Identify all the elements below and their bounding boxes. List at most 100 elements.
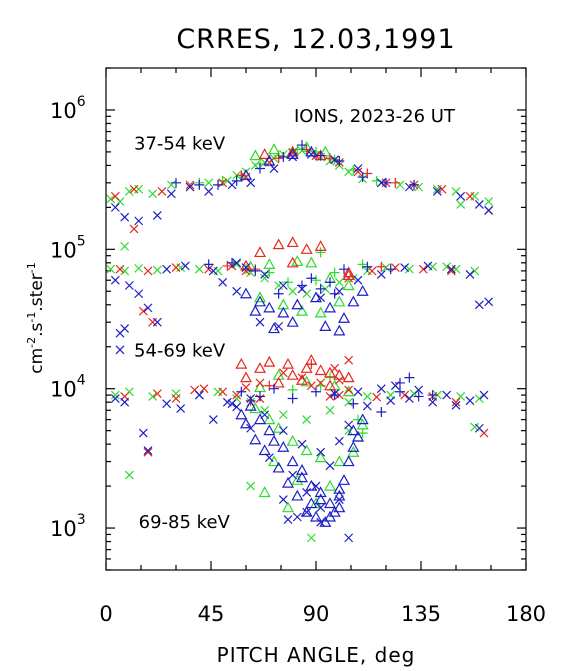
green-cross-marker bbox=[110, 390, 120, 400]
blue-cross-marker bbox=[316, 447, 326, 457]
red-triangle-marker bbox=[272, 238, 285, 250]
blue-triangle-marker bbox=[249, 433, 262, 445]
green-cross-marker bbox=[334, 277, 344, 287]
red-cross-marker bbox=[110, 191, 120, 201]
green-triangle-marker bbox=[333, 295, 346, 307]
green-cross-marker bbox=[325, 405, 335, 415]
green-cross-marker bbox=[474, 394, 484, 403]
blue-plus-marker bbox=[236, 386, 247, 397]
blue-cross-marker bbox=[474, 300, 484, 310]
y-tick-label: 106 bbox=[50, 94, 86, 123]
green-triangle-marker bbox=[281, 501, 295, 513]
blue-triangle-marker bbox=[347, 441, 360, 452]
blue-triangle-marker bbox=[286, 315, 299, 327]
green-triangle-marker bbox=[305, 256, 318, 268]
blue-cross-marker bbox=[120, 212, 130, 222]
green-cross-marker bbox=[456, 199, 466, 209]
y-label-mid: .s bbox=[27, 322, 47, 336]
blue-cross-marker bbox=[311, 481, 321, 491]
green-cross-marker bbox=[260, 273, 270, 283]
blue-triangle-marker bbox=[314, 486, 327, 498]
blue-cross-marker bbox=[344, 533, 354, 543]
red-triangle-marker bbox=[305, 353, 318, 365]
y-tick-base: 10 bbox=[50, 238, 77, 262]
blue-triangle-marker bbox=[342, 455, 355, 467]
red-cross-marker bbox=[465, 191, 475, 201]
red-cross-marker bbox=[316, 378, 326, 388]
green-triangle-marker bbox=[300, 375, 313, 387]
y-tick-exponent: 5 bbox=[77, 233, 86, 249]
blue-cross-marker bbox=[386, 396, 396, 406]
blue-cross-marker bbox=[451, 400, 461, 410]
blue-plus-marker bbox=[306, 273, 317, 284]
red-triangle-marker bbox=[253, 246, 267, 258]
blue-triangle-marker bbox=[286, 455, 299, 467]
y-label-exp-3: -1 bbox=[25, 262, 38, 273]
green-cross-marker bbox=[124, 470, 134, 480]
red-triangle-marker bbox=[300, 243, 313, 254]
green-plus-marker bbox=[357, 259, 368, 270]
blue-plus-marker bbox=[385, 264, 396, 275]
x-axis-label: PITCH ANGLE, deg bbox=[217, 643, 416, 667]
blue-cross-marker bbox=[404, 394, 414, 403]
blue-plus-marker bbox=[255, 163, 265, 174]
blue-cross-marker bbox=[316, 517, 326, 527]
red-cross-marker bbox=[129, 224, 139, 234]
blue-cross-marker bbox=[246, 394, 256, 403]
blue-cross-marker bbox=[376, 270, 386, 279]
red-cross-marker bbox=[171, 263, 181, 272]
blue-triangle-marker bbox=[249, 304, 262, 316]
green-cross-marker bbox=[106, 194, 116, 204]
blue-cross-marker bbox=[274, 321, 284, 331]
y-tick-base: 10 bbox=[50, 378, 77, 402]
green-plus-marker bbox=[311, 275, 321, 286]
x-tick-label: 45 bbox=[198, 602, 225, 626]
y-label-exp-1: -2 bbox=[25, 337, 38, 348]
blue-cross-marker bbox=[278, 495, 288, 505]
blue-cross-marker bbox=[120, 397, 130, 407]
red-triangle-marker bbox=[323, 366, 337, 378]
red-cross-marker bbox=[218, 178, 228, 188]
green-triangle-marker bbox=[263, 413, 276, 425]
blue-cross-marker bbox=[400, 263, 410, 272]
energy-band-label: 69-85 keV bbox=[139, 512, 231, 533]
blue-triangle-marker bbox=[305, 145, 318, 157]
blue-triangle-marker bbox=[323, 301, 337, 313]
y-tick-label: 104 bbox=[50, 373, 86, 402]
red-triangle-marker bbox=[342, 266, 355, 278]
green-triangle-marker bbox=[333, 455, 346, 467]
green-triangle-marker bbox=[319, 145, 332, 157]
blue-triangle-marker bbox=[267, 434, 281, 446]
blue-triangle-marker bbox=[291, 489, 304, 501]
blue-plus-marker bbox=[315, 150, 326, 161]
blue-plus-marker bbox=[250, 265, 261, 276]
blue-cross-marker bbox=[204, 187, 214, 196]
blue-cross-marker bbox=[176, 404, 186, 413]
blue-plus-marker bbox=[339, 264, 349, 275]
blue-triangle-marker bbox=[277, 441, 290, 452]
red-cross-marker bbox=[255, 378, 265, 388]
red-cross-marker bbox=[451, 397, 461, 407]
blue-triangle-marker bbox=[286, 148, 299, 159]
blue-triangle-marker bbox=[263, 424, 276, 436]
red-cross-marker bbox=[372, 392, 382, 402]
green-triangle-marker bbox=[267, 455, 281, 467]
red-cross-marker bbox=[367, 266, 377, 276]
green-cross-marker bbox=[274, 281, 284, 290]
green-plus-marker bbox=[329, 267, 340, 278]
green-triangle-marker bbox=[272, 422, 285, 433]
red-cross-marker bbox=[437, 184, 447, 194]
blue-plus-marker bbox=[409, 179, 419, 190]
blue-cross-marker bbox=[446, 264, 456, 274]
blue-triangle-marker bbox=[258, 444, 271, 456]
red-cross-marker bbox=[143, 266, 153, 276]
blue-triangle-marker bbox=[323, 510, 337, 522]
blue-triangle-marker bbox=[263, 301, 276, 313]
green-cross-marker bbox=[134, 263, 144, 273]
blue-triangle-marker bbox=[314, 493, 327, 505]
blue-cross-marker bbox=[120, 324, 130, 333]
green-triangle-marker bbox=[342, 385, 355, 397]
blue-cross-marker bbox=[185, 182, 195, 192]
blue-cross-marker bbox=[115, 345, 125, 355]
blue-cross-marker bbox=[110, 275, 120, 285]
